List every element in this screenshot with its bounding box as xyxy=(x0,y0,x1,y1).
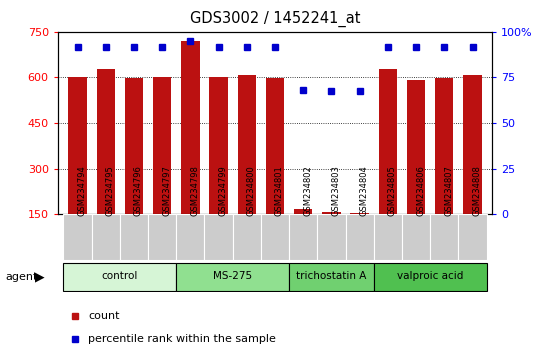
Text: GSM234796: GSM234796 xyxy=(134,166,143,216)
Text: GSM234806: GSM234806 xyxy=(416,166,425,216)
FancyBboxPatch shape xyxy=(374,214,402,260)
FancyBboxPatch shape xyxy=(92,214,120,260)
Text: GSM234808: GSM234808 xyxy=(472,166,481,216)
Bar xyxy=(294,209,312,214)
Bar xyxy=(97,69,115,214)
Bar xyxy=(181,41,200,214)
Text: GDS3002 / 1452241_at: GDS3002 / 1452241_at xyxy=(190,11,360,27)
Text: GSM234805: GSM234805 xyxy=(388,166,397,216)
Text: GSM234801: GSM234801 xyxy=(275,166,284,216)
Text: GSM234803: GSM234803 xyxy=(332,166,340,216)
Text: agent: agent xyxy=(6,272,38,282)
FancyBboxPatch shape xyxy=(289,214,317,260)
Bar xyxy=(238,75,256,214)
Text: GSM234795: GSM234795 xyxy=(106,166,115,216)
FancyBboxPatch shape xyxy=(458,214,487,260)
Text: ▶: ▶ xyxy=(35,270,45,283)
FancyBboxPatch shape xyxy=(176,263,289,291)
Bar xyxy=(463,75,482,214)
FancyBboxPatch shape xyxy=(63,263,176,291)
FancyBboxPatch shape xyxy=(402,214,430,260)
FancyBboxPatch shape xyxy=(176,214,205,260)
FancyBboxPatch shape xyxy=(430,214,458,260)
Text: GSM234800: GSM234800 xyxy=(247,166,256,216)
FancyBboxPatch shape xyxy=(289,263,374,291)
Text: count: count xyxy=(88,311,120,321)
Text: GSM234798: GSM234798 xyxy=(190,166,199,216)
Text: GSM234802: GSM234802 xyxy=(303,166,312,216)
Text: valproic acid: valproic acid xyxy=(397,272,463,281)
FancyBboxPatch shape xyxy=(261,214,289,260)
Text: GSM234807: GSM234807 xyxy=(444,166,453,216)
Bar xyxy=(210,77,228,214)
FancyBboxPatch shape xyxy=(148,214,176,260)
Bar xyxy=(125,78,143,214)
Bar xyxy=(322,212,340,214)
FancyBboxPatch shape xyxy=(233,214,261,260)
Bar xyxy=(407,80,425,214)
FancyBboxPatch shape xyxy=(63,214,92,260)
FancyBboxPatch shape xyxy=(317,214,345,260)
Text: trichostatin A: trichostatin A xyxy=(296,272,367,281)
Text: percentile rank within the sample: percentile rank within the sample xyxy=(88,334,276,344)
Text: GSM234794: GSM234794 xyxy=(78,166,86,216)
Text: control: control xyxy=(102,272,138,281)
FancyBboxPatch shape xyxy=(345,214,374,260)
Text: GSM234799: GSM234799 xyxy=(218,166,228,216)
Bar xyxy=(266,78,284,214)
FancyBboxPatch shape xyxy=(374,263,487,291)
FancyBboxPatch shape xyxy=(205,214,233,260)
Bar xyxy=(68,78,87,214)
Bar xyxy=(350,213,369,214)
Text: GSM234797: GSM234797 xyxy=(162,166,171,216)
Bar xyxy=(379,69,397,214)
Bar xyxy=(435,78,453,214)
Text: MS-275: MS-275 xyxy=(213,272,252,281)
Bar xyxy=(153,77,171,214)
Text: GSM234804: GSM234804 xyxy=(360,166,368,216)
FancyBboxPatch shape xyxy=(120,214,148,260)
